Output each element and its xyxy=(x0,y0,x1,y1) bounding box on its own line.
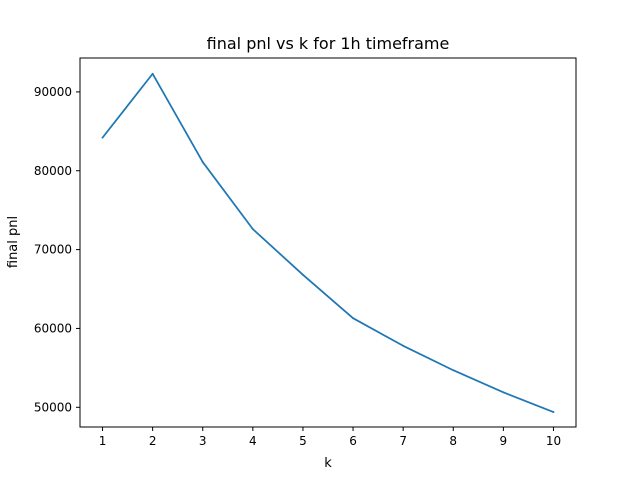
x-axis-ticks: 1 2 3 4 5 6 7 8 9 10 xyxy=(99,427,561,448)
data-point xyxy=(452,369,455,372)
chart-title: final pnl vs k for 1h timeframe xyxy=(207,34,450,53)
data-point xyxy=(552,411,555,413)
y-tick-label: 60000 xyxy=(34,321,72,335)
data-point xyxy=(502,391,505,394)
plot-area-frame xyxy=(79,57,577,428)
y-axis-label: final pnl xyxy=(6,216,21,268)
data-point xyxy=(352,317,354,320)
y-tick-label: 70000 xyxy=(34,243,72,257)
x-tick-label: 4 xyxy=(249,434,257,448)
y-tick-label: 90000 xyxy=(34,85,72,99)
data-point xyxy=(251,228,254,230)
x-tick-label: 9 xyxy=(500,434,508,448)
x-tick-label: 2 xyxy=(149,434,157,448)
data-point xyxy=(302,273,304,276)
x-tick-label: 7 xyxy=(399,434,407,448)
x-axis-label: k xyxy=(324,456,332,471)
x-tick-label: 3 xyxy=(199,434,207,448)
series-line xyxy=(101,72,555,413)
x-tick-label: 10 xyxy=(546,434,561,448)
y-axis-ticks: 50000 60000 70000 80000 90000 xyxy=(34,85,80,414)
x-tick-label: 6 xyxy=(349,434,357,448)
data-point xyxy=(151,72,154,75)
y-tick-label: 80000 xyxy=(34,164,72,178)
y-tick-label: 50000 xyxy=(34,400,72,414)
data-point xyxy=(402,344,405,347)
series-layer xyxy=(101,72,555,413)
data-point xyxy=(201,161,204,163)
x-tick-label: 8 xyxy=(449,434,457,448)
data-point xyxy=(101,136,104,139)
x-tick-label: 1 xyxy=(99,434,107,448)
x-tick-label: 5 xyxy=(299,434,307,448)
